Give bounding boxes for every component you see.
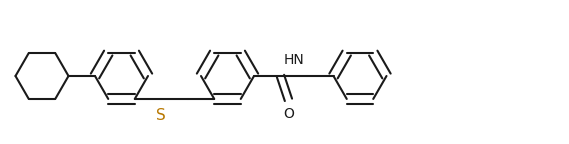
Text: O: O bbox=[283, 107, 294, 121]
Text: S: S bbox=[156, 108, 166, 123]
Text: HN: HN bbox=[283, 53, 304, 67]
